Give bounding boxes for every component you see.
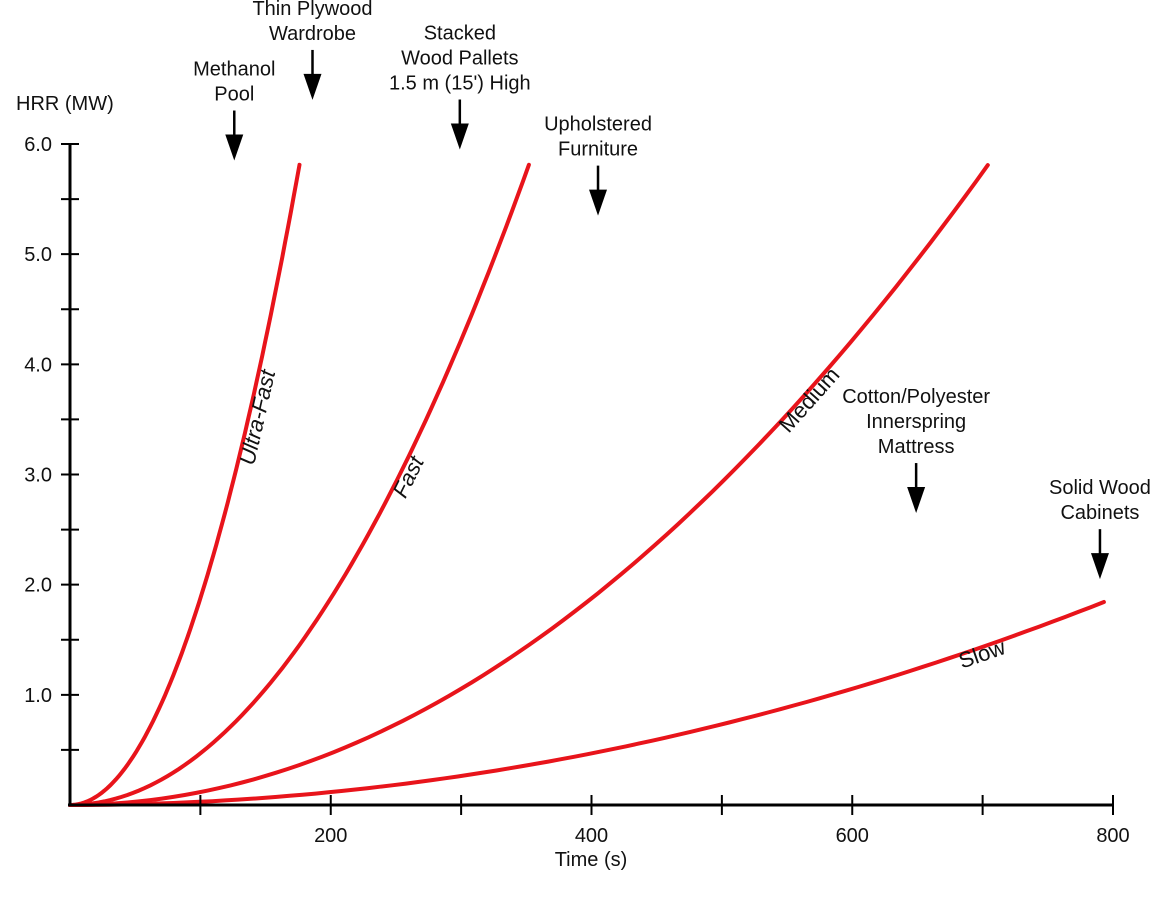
annotation-text-line: Solid Wood: [1049, 477, 1151, 499]
arrowhead-icon: [225, 134, 244, 161]
series-label-slow: Slow: [955, 634, 1008, 673]
y-tick-label: 6.0: [24, 134, 52, 156]
x-tick-label: 200: [314, 825, 347, 847]
annotation-stacked-wood-pallets-1-5-m-15-high: Stacked Wood Pallets 1.5 m (15') High: [389, 23, 531, 150]
series-line-slow: [68, 600, 1106, 807]
annotation-text-line: Mattress: [878, 436, 955, 458]
annotation-text-line: 1.5 m (15') High: [389, 73, 531, 95]
series-label-ultra-fast: Ultra-Fast: [234, 367, 280, 468]
series-label-medium: Medium: [774, 362, 845, 437]
annotation-text-line: Thin Plywood: [252, 0, 372, 20]
x-axis-title: Time (s): [555, 849, 628, 871]
curve-labels-layer: Ultra-Fast Fast Medium Slow: [234, 362, 1008, 673]
curves-layer: [68, 162, 1106, 807]
arrowhead-icon: [303, 73, 322, 100]
arrowhead-icon: [589, 189, 608, 216]
annotation-methanol-pool: Methanol Pool: [193, 59, 275, 161]
annotation-upholstered-furniture: Upholstered Furniture: [544, 114, 652, 216]
ticks-layer: 200 400 600 800 1.0 2.0 3.0 4.0 5.0 6.0: [24, 134, 1130, 847]
x-tick-label: 800: [1096, 825, 1129, 847]
y-tick-label: 4.0: [24, 354, 52, 376]
series-line-ultra-fast: [68, 162, 302, 807]
series-label-fast: Fast: [387, 451, 429, 501]
y-tick-label: 3.0: [24, 465, 52, 487]
series-line-medium: [68, 163, 990, 807]
series-line-fast: [68, 162, 531, 807]
annotation-text-line: Cabinets: [1060, 502, 1139, 524]
annotations-layer: Methanol Pool Thin Plywood Wardrobe Stacked W…: [193, 0, 1151, 580]
y-axis-title: HRR (MW): [16, 93, 114, 115]
annotation-text-line: Pool: [214, 84, 254, 106]
y-tick-label: 1.0: [24, 685, 52, 707]
annotation-text-line: Furniture: [558, 139, 638, 161]
y-tick-label: 5.0: [24, 244, 52, 266]
x-tick-label: 400: [575, 825, 608, 847]
arrowhead-icon: [450, 123, 469, 150]
annotation-cotton-polyester-innerspring-mattress: Cotton/Polyester Innerspring Mattress: [842, 386, 990, 514]
annotation-text-line: Wardrobe: [269, 23, 356, 45]
arrowhead-icon: [1090, 553, 1109, 580]
annotation-text-line: Wood Pallets: [401, 48, 518, 70]
arrowhead-icon: [907, 487, 926, 514]
annotation-text-line: Innerspring: [866, 411, 966, 433]
axes-layer: [68, 143, 1113, 807]
annotation-text-line: Methanol: [193, 59, 275, 81]
y-tick-label: 2.0: [24, 575, 52, 597]
annotation-text-line: Cotton/Polyester: [842, 386, 990, 408]
x-tick-label: 600: [836, 825, 869, 847]
annotation-thin-plywood-wardrobe: Thin Plywood Wardrobe: [252, 0, 373, 100]
annotation-text-line: Upholstered: [544, 114, 652, 136]
annotation-solid-wood-cabinets: Solid Wood Cabinets: [1049, 477, 1151, 580]
annotation-text-line: Stacked: [424, 23, 496, 45]
